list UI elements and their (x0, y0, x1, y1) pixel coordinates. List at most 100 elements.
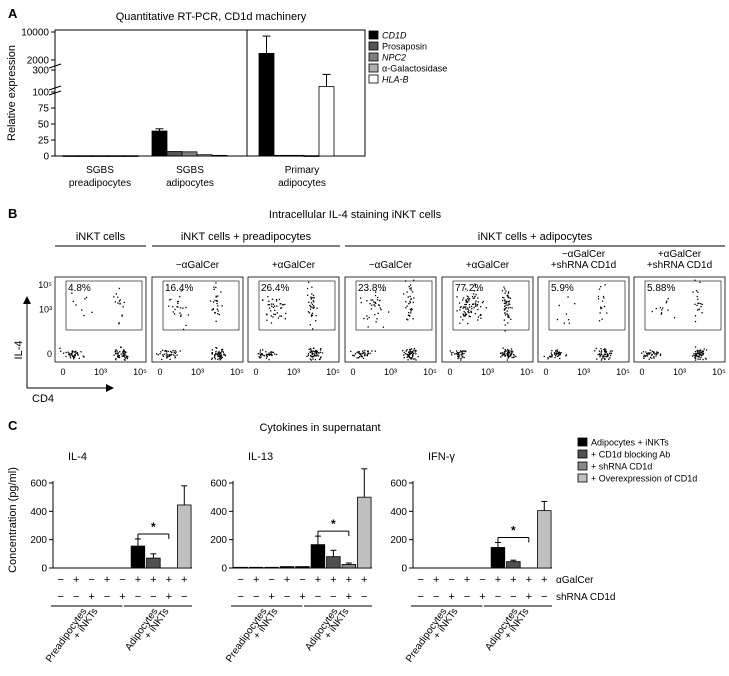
flow-event-dot (507, 307, 509, 309)
flow-event-dot (407, 319, 409, 321)
flow-event-dot (557, 351, 560, 353)
galcer-sign: − (58, 574, 64, 586)
flow-event-dot (655, 355, 657, 357)
flow-event-dot (650, 354, 653, 356)
shrna-sign: − (495, 591, 501, 603)
flow-event-dot (308, 348, 310, 350)
flow-event-dot (507, 304, 509, 306)
y-tick-label: 10⁵ (38, 280, 52, 290)
flow-event-dot (412, 355, 414, 358)
galcer-sign: + (330, 574, 336, 586)
x-tick-label: 10³ (287, 367, 300, 377)
flow-event-dot (271, 305, 273, 307)
flow-event-dot (212, 308, 214, 310)
flow-event-dot (266, 356, 268, 358)
flow-event-dot (260, 353, 262, 355)
flow-event-dot (563, 322, 565, 324)
flow-event-dot (468, 312, 470, 314)
flow-event-dot (118, 355, 120, 357)
y-tick-label: 0 (401, 564, 407, 575)
flow-event-dot (409, 350, 411, 352)
galcer-sign: − (479, 574, 485, 586)
flow-event-dot (311, 312, 314, 314)
flow-event-dot (180, 314, 182, 316)
flow-event-dot (388, 311, 390, 313)
flow-event-dot (696, 304, 698, 306)
flow-event-dot (168, 354, 170, 356)
shrna-sign: + (88, 591, 94, 603)
x-tick-label: 10⁵ (423, 367, 437, 377)
flow-event-dot (607, 354, 609, 356)
flow-event-dot (284, 318, 286, 320)
flow-event-dot (602, 356, 604, 358)
flow-event-dot (409, 348, 411, 351)
flow-event-dot (601, 307, 603, 309)
flow-event-dot (468, 300, 470, 302)
flow-event-dot (694, 315, 697, 317)
gate-percent: 23.8% (358, 283, 386, 294)
flow-event-dot (259, 357, 261, 359)
flow-event-dot (377, 312, 379, 314)
flow-event-dot (315, 349, 317, 352)
flow-event-dot (215, 295, 217, 297)
flow-event-dot (265, 353, 268, 356)
flow-event-dot (651, 310, 653, 313)
flow-event-dot (645, 355, 647, 358)
flow-event-dot (73, 356, 76, 359)
flow-event-dot (221, 348, 224, 350)
flow-event-dot (466, 301, 468, 303)
flow-event-dot (280, 307, 283, 309)
flow-event-dot (464, 312, 466, 314)
flow-event-dot (311, 314, 313, 316)
flow-event-dot (405, 307, 407, 309)
flow-event-dot (216, 347, 218, 349)
flow-event-dot (173, 313, 176, 315)
flow-event-dot (462, 313, 464, 315)
flow-event-dot (72, 350, 74, 353)
flow-event-dot (310, 297, 312, 299)
flow-event-dot (698, 353, 700, 355)
galcer-sign: + (181, 574, 187, 586)
flow-event-dot (696, 355, 698, 357)
galcer-sign: − (448, 574, 454, 586)
flow-event-dot (308, 301, 310, 303)
flow-event-dot (217, 310, 219, 312)
shrna-sign: + (119, 591, 125, 603)
flow-event-dot (371, 299, 374, 301)
cytokine-title: IFN-γ (428, 451, 455, 463)
flow-event-dot (403, 351, 405, 354)
shrna-sign: − (541, 591, 547, 603)
flow-event-dot (366, 354, 368, 356)
flow-event-dot (694, 279, 696, 281)
flow-event-dot (565, 355, 567, 357)
flow-event-dot (596, 358, 598, 360)
flow-event-dot (403, 357, 405, 359)
panel-c: C Cytokines in supernatant IL-4 0 200 400 60… (7, 418, 697, 665)
flow-condition-label: +shRNA CD1d (551, 260, 616, 271)
galcer-sign: + (361, 574, 367, 586)
flow-event-dot (182, 307, 184, 309)
flow-event-dot (458, 356, 460, 358)
flow-event-dot (477, 308, 479, 311)
cytokine-bar (248, 566, 264, 569)
flow-event-dot (594, 350, 596, 352)
flow-event-dot (503, 286, 505, 288)
cytokine-bar (177, 504, 192, 569)
flow-event-dot (469, 306, 471, 308)
flow-event-dot (608, 352, 611, 355)
flow-event-dot (172, 354, 175, 356)
flow-event-dot (558, 304, 560, 307)
flow-event-dot (408, 356, 410, 359)
x-tick-label: 10⁵ (133, 367, 147, 377)
flow-event-dot (701, 312, 703, 314)
legend-swatch (368, 30, 379, 40)
flow-event-dot (267, 353, 269, 356)
legend-swatch (368, 63, 379, 73)
flow-plot-frame (344, 276, 437, 363)
bar-NPC2 (92, 155, 109, 157)
flow-event-dot (406, 353, 409, 356)
flow-event-dot (123, 349, 125, 352)
flow-event-dot (698, 356, 700, 358)
flow-event-dot (157, 354, 159, 356)
flow-event-dot (667, 309, 669, 311)
